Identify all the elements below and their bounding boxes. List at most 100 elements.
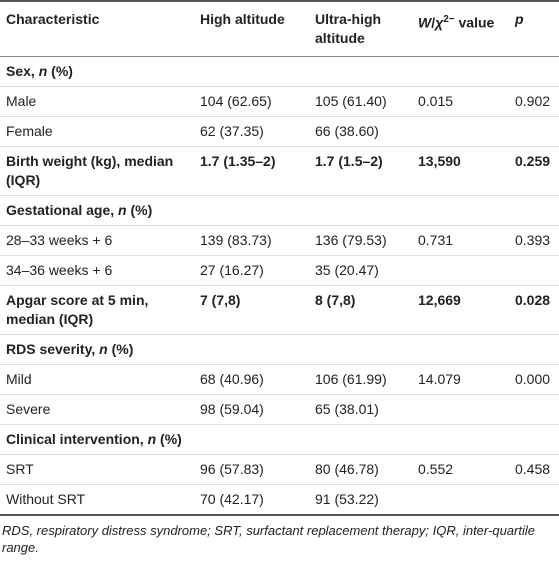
table-cell <box>309 195 412 226</box>
section-row: Gestational age, n (%) <box>0 195 559 226</box>
row-label-cell: Female <box>0 116 194 147</box>
row-label-cell: Severe <box>0 394 194 425</box>
table-cell <box>412 394 509 425</box>
header-text: Ultra-high altitude <box>315 11 382 46</box>
header-text: / <box>431 14 436 31</box>
data-row: SRT 96 (57.83) 80 (46.78) 0.552 0.458 <box>0 454 559 485</box>
row-label: Female <box>6 123 53 139</box>
data-row: Mild 68 (40.96) 106 (61.99) 14.079 0.000 <box>0 364 559 395</box>
cell-text: 105 (61.40) <box>315 93 387 109</box>
data-row: 28–33 weeks + 6 139 (83.73) 136 (79.53) 0.7… <box>0 225 559 256</box>
cell-text: 136 (79.53) <box>315 232 387 248</box>
section-heading-cell: Apgar score at 5 min, median (IQR) <box>0 285 194 335</box>
section-heading: (%) <box>47 63 73 79</box>
table-cell: 106 (61.99) <box>309 364 412 395</box>
cell-text: 27 (16.27) <box>200 262 264 278</box>
table-cell: 0.393 <box>509 225 559 256</box>
table-cell <box>412 116 509 147</box>
table-cell: 62 (37.35) <box>194 116 309 147</box>
table-cell: 0.458 <box>509 454 559 485</box>
section-heading: n <box>147 431 157 447</box>
section-heading-cell: RDS severity, n (%) <box>0 334 194 365</box>
row-label-cell: Male <box>0 86 194 117</box>
table-cell: 1.7 (1.5–2) <box>309 146 412 196</box>
section-heading: n <box>99 341 108 357</box>
table-cell <box>509 255 559 286</box>
cell-text: 0.902 <box>515 93 551 109</box>
footnote: RDS, respiratory distress syndrome; SRT,… <box>2 523 535 555</box>
cell-text: 12,669 <box>418 292 461 308</box>
cell-text: 0.458 <box>515 461 551 477</box>
cell-text: 62 (37.35) <box>200 123 264 139</box>
header-text: Characteristic <box>6 11 100 27</box>
row-label-cell: SRT <box>0 454 194 485</box>
row-label: 28–33 weeks + 6 <box>6 232 113 248</box>
table-cell: 0.259 <box>509 146 559 196</box>
data-row: Male 104 (62.65) 105 (61.40) 0.015 0.902 <box>0 86 559 117</box>
section-heading: Clinical intervention, <box>6 431 148 447</box>
table-cell <box>309 57 412 87</box>
section-heading: n <box>38 63 48 79</box>
row-label-cell: Mild <box>0 364 194 395</box>
section-row: Sex, n (%) <box>0 57 559 87</box>
table-cell <box>509 484 559 515</box>
cell-text: 80 (46.78) <box>315 461 379 477</box>
cell-text: 1.7 (1.35–2) <box>200 153 276 169</box>
data-table: Characteristic High altitude Ultra-high … <box>0 0 559 516</box>
table-cell <box>509 57 559 87</box>
table-cell: 35 (20.47) <box>309 255 412 286</box>
table-header: Characteristic High altitude Ultra-high … <box>0 1 559 57</box>
table-body: Sex, n (%) Male 104 (62.65) 105 (61.40) 0.01… <box>0 57 559 515</box>
table-cell: 68 (40.96) <box>194 364 309 395</box>
table-cell: 0.902 <box>509 86 559 117</box>
cell-text: 96 (57.83) <box>200 461 264 477</box>
section-heading: Gestational age, <box>6 202 119 218</box>
section-heading: Apgar score at 5 min, median (IQR) <box>6 292 149 327</box>
table-cell: 98 (59.04) <box>194 394 309 425</box>
table-cell <box>509 394 559 425</box>
table-cell: 136 (79.53) <box>309 225 412 256</box>
section-heading: (%) <box>107 341 134 357</box>
header-text: W <box>418 14 432 31</box>
table-cell: 13,590 <box>412 146 509 196</box>
table-cell: 91 (53.22) <box>309 484 412 515</box>
cell-text: 8 (7,8) <box>315 292 356 308</box>
section-heading: n <box>118 202 127 218</box>
section-heading: RDS severity, <box>6 341 100 357</box>
table-cell: 8 (7,8) <box>309 285 412 335</box>
table-cell <box>309 334 412 365</box>
section-row: Apgar score at 5 min, median (IQR) 7 (7,8… <box>0 285 559 335</box>
cell-text: 14.079 <box>418 371 461 387</box>
header-cell: p <box>509 1 559 57</box>
section-heading: (%) <box>126 202 153 218</box>
table-cell: 80 (46.78) <box>309 454 412 485</box>
section-row: Birth weight (kg), median (IQR) 1.7 (1.35… <box>0 146 559 196</box>
section-row: RDS severity, n (%) <box>0 334 559 365</box>
section-heading: Sex, <box>6 63 39 79</box>
row-label: Severe <box>6 401 51 417</box>
table-cell: 1.7 (1.35–2) <box>194 146 309 196</box>
section-heading-cell: Clinical intervention, n (%) <box>0 424 194 455</box>
table-cell: 7 (7,8) <box>194 285 309 335</box>
cell-text: 106 (61.99) <box>315 371 387 387</box>
table-cell <box>194 195 309 226</box>
table-cell: 0.028 <box>509 285 559 335</box>
cell-text: 0.015 <box>418 93 454 109</box>
cell-text: 0.259 <box>515 153 551 169</box>
row-label: Without SRT <box>6 491 86 507</box>
table-cell: 0.731 <box>412 225 509 256</box>
row-label: Male <box>6 93 37 109</box>
table-cell <box>194 334 309 365</box>
table-cell <box>194 424 309 455</box>
cell-text: 0.000 <box>515 371 551 387</box>
table-cell <box>412 195 509 226</box>
table-cell <box>309 424 412 455</box>
cell-text: 1.7 (1.5–2) <box>315 153 383 169</box>
table-cell <box>509 116 559 147</box>
row-label: Mild <box>6 371 32 387</box>
table-cell <box>194 57 309 87</box>
cell-text: 0.028 <box>515 292 551 308</box>
row-label-cell: 28–33 weeks + 6 <box>0 225 194 256</box>
table-cell: 70 (42.17) <box>194 484 309 515</box>
